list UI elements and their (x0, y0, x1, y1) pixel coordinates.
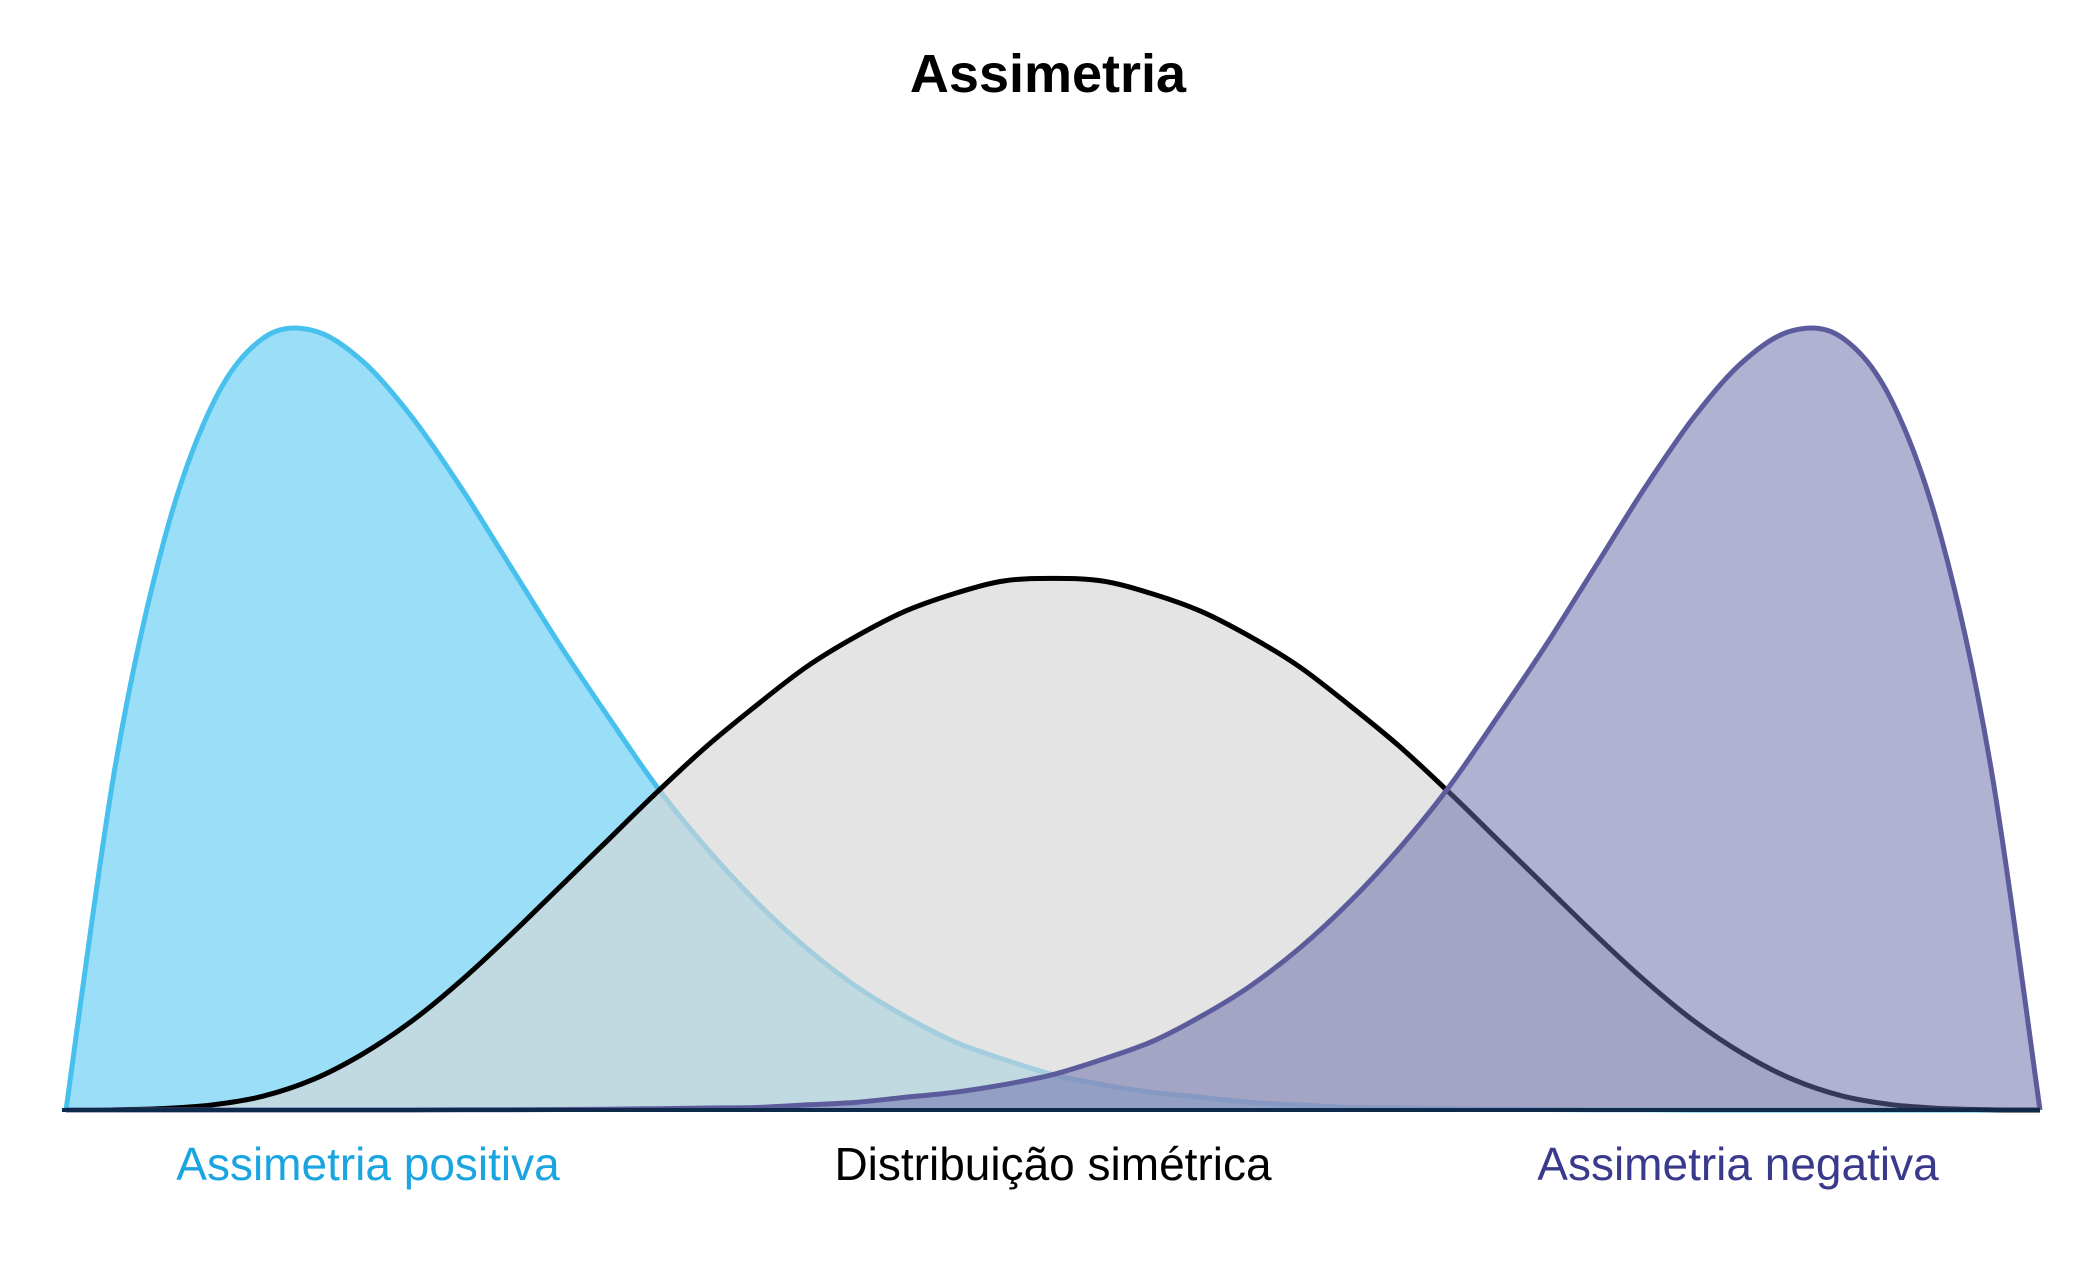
series-label-symmetric: Distribuição simétrica (834, 1138, 1272, 1190)
series-label-negative-skew: Assimetria negativa (1537, 1138, 1939, 1190)
series-areas (63, 325, 2043, 1113)
series-label-positive-skew: Assimetria positiva (176, 1138, 560, 1190)
chart-title: Assimetria (910, 44, 1187, 104)
series-area-negative-skew (66, 328, 2040, 1110)
series-labels: Assimetria positiva Distribuição simétric… (176, 1138, 1939, 1190)
